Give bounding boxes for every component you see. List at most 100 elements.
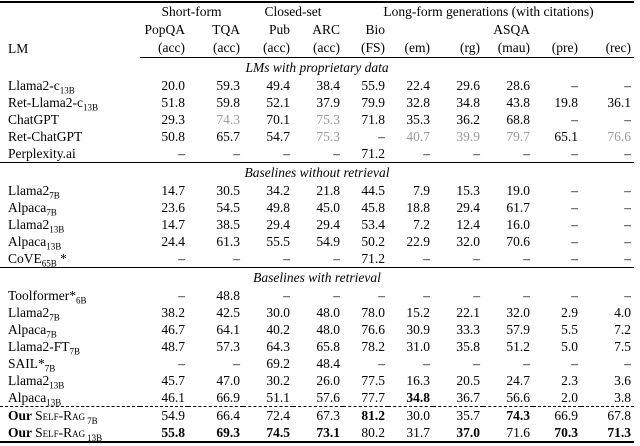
- metric-value: 77.5: [361, 373, 385, 388]
- metric-value: 55.8: [161, 425, 185, 440]
- table-row: Our Self-Rag 13B 55.8 69.3 74.5 73.1 80.2 31.7 3…: [0, 424, 634, 442]
- table-row: Alpaca7B 46.7 64.1 40.2 48.0 76.6 30.9 33.3 57.9…: [0, 321, 634, 338]
- table-row: Ret-Llama2-c13B 51.8 59.8 52.1 37.9 79.9 32.8 3…: [0, 94, 634, 111]
- metric-value: 29.4: [316, 217, 340, 232]
- metric-value: –: [523, 251, 530, 266]
- metric-value: –: [571, 200, 578, 215]
- table-row: Llama27B 38.2 42.5 30.0 48.0 78.0 15.2 22.1 32.0…: [0, 304, 634, 321]
- lm-name-text: Llama2-c: [8, 78, 60, 93]
- metric-value: 32.0: [456, 234, 480, 249]
- col-header-asqa: ASQA: [493, 22, 530, 37]
- metric-value: 70.3: [554, 425, 578, 440]
- metric-value: 65.8: [316, 339, 340, 354]
- metric-value: –: [624, 217, 632, 232]
- metric-value: –: [473, 146, 480, 161]
- metric-value: 54.5: [216, 200, 240, 215]
- metric-value: 5.0: [561, 339, 578, 354]
- metric-value: 39.9: [456, 129, 480, 144]
- metric-header-rg: (rg): [433, 39, 483, 58]
- metric-value: 14.7: [161, 217, 185, 232]
- metric-value: 48.0: [316, 305, 340, 320]
- metric-value: –: [333, 146, 340, 161]
- group-header-short-form: Short-form: [161, 4, 222, 19]
- metric-value: 38.2: [161, 305, 185, 320]
- lm-name: Our Self-Rag 13B: [0, 424, 140, 442]
- col-header-lm: LM: [8, 40, 29, 56]
- metric-value: 67.8: [581, 406, 635, 424]
- metric-value: 65.1: [554, 129, 578, 144]
- col-header-blank-rec: [581, 21, 634, 39]
- metric-value: 64.1: [216, 322, 240, 337]
- metric-value: 7.9: [413, 183, 430, 198]
- lm-name-text: Llama2: [8, 305, 50, 320]
- metric-value: 51.8: [161, 95, 185, 110]
- lm-name: Ret-Llama2-c13B: [0, 94, 140, 111]
- group-header-long-form: Long-form generations (with citations): [383, 4, 594, 19]
- lm-size-subscript: 7B: [49, 312, 60, 321]
- metric-value: 2.0: [561, 390, 578, 405]
- metric-value: 35.8: [456, 339, 480, 354]
- metric-value: 32.8: [406, 95, 430, 110]
- metric-value: 7.2: [413, 217, 430, 232]
- table-row: Llama2-FT7B 48.7 57.3 64.3 65.8 78.2 31.0 35.8 5…: [0, 338, 634, 355]
- lm-size-subscript: 7B: [87, 415, 98, 424]
- col-header-popqa: PopQA: [144, 22, 185, 37]
- metric-value: 24.4: [161, 234, 185, 249]
- metric-value: 16.3: [406, 373, 430, 388]
- metric-value: –: [571, 146, 578, 161]
- metric-value: 5.5: [561, 322, 578, 337]
- table-row: Alpaca7B 23.6 54.5 49.8 45.0 45.8 18.8 29.4 61.7…: [0, 199, 634, 216]
- lm-name-text: Alpaca: [8, 234, 47, 249]
- metric-value: 61.7: [506, 200, 530, 215]
- lm-name-text: Self-Rag: [35, 408, 86, 423]
- metric-value: 12.4: [456, 217, 480, 232]
- metric-value: –: [571, 251, 578, 266]
- lm-size-subscript: 13B: [46, 397, 62, 407]
- metric-value: 36.1: [607, 95, 632, 110]
- lm-name: SAIL*7B: [0, 355, 140, 372]
- metric-header-mau: (mau): [483, 39, 533, 58]
- table-row: Llama213B 45.7 47.0 30.2 26.0 77.5 16.3 20.5 24.…: [0, 372, 634, 389]
- metric-value: 20.5: [456, 373, 480, 388]
- metric-value: 2.9: [561, 305, 578, 320]
- metric-value: –: [283, 288, 290, 303]
- metric-value: 74.3: [483, 406, 533, 424]
- metric-value: 46.1: [161, 390, 185, 405]
- lm-name: Llama2-FT7B: [0, 338, 140, 355]
- lm-name: Llama213B: [0, 216, 140, 233]
- metric-value: 37.0: [456, 425, 480, 440]
- lm-name: Perplexity.ai: [0, 145, 140, 163]
- metric-value: –: [624, 200, 632, 215]
- metric-value: –: [473, 288, 480, 303]
- metric-value: –: [473, 251, 480, 266]
- metric-value: 79.9: [361, 95, 385, 110]
- metric-value: 79.7: [506, 129, 530, 144]
- metric-value: 49.8: [266, 200, 290, 215]
- lm-name: Llama27B: [0, 304, 140, 321]
- metric-value: 20.0: [161, 78, 185, 93]
- metric-value: –: [571, 288, 578, 303]
- metric-value: 54.7: [266, 129, 290, 144]
- section-heading: Baselines without retrieval: [0, 162, 635, 182]
- metric-value: 19.0: [506, 183, 530, 198]
- metric-value: 70.1: [266, 112, 290, 127]
- metric-value: 71.2: [361, 146, 385, 161]
- metric-value: 54.9: [140, 406, 188, 424]
- metric-value: 69.2: [266, 356, 290, 371]
- metric-value: 71.3: [607, 425, 632, 440]
- lm-name: Llama27B: [0, 182, 140, 199]
- metric-value: 65.7: [216, 129, 240, 144]
- metric-value: 59.8: [216, 95, 240, 110]
- lm-name-text: CoVE: [8, 251, 42, 266]
- metric-value: 47.0: [216, 373, 240, 388]
- table-row: Alpaca13B 24.4 61.3 55.5 54.9 50.2 22.9 32.0 70.…: [0, 233, 634, 250]
- lm-size-subscript: 7B: [46, 329, 57, 338]
- metric-value: 30.2: [266, 373, 290, 388]
- table-row: Our Self-Rag 7B 54.9 66.4 72.4 67.3 81.2 30.0 35…: [0, 406, 635, 424]
- lm-size-subscript: 13B: [49, 224, 65, 233]
- metric-header-pre: (pre): [533, 39, 581, 58]
- metric-value: 3.6: [614, 373, 632, 388]
- metric-value: 29.4: [456, 200, 480, 215]
- metric-value: –: [624, 234, 632, 249]
- lm-size-subscript: 13B: [46, 241, 62, 250]
